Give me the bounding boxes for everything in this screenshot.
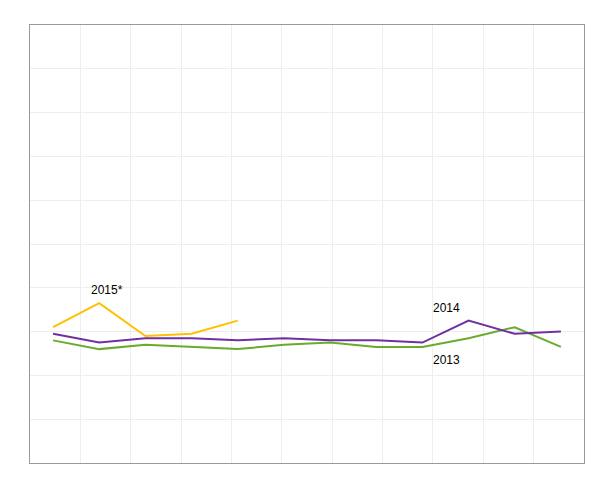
svg-text:2014: 2014 — [433, 301, 460, 315]
svg-text:2013: 2013 — [433, 353, 460, 367]
svg-text:2015*: 2015* — [91, 283, 123, 297]
